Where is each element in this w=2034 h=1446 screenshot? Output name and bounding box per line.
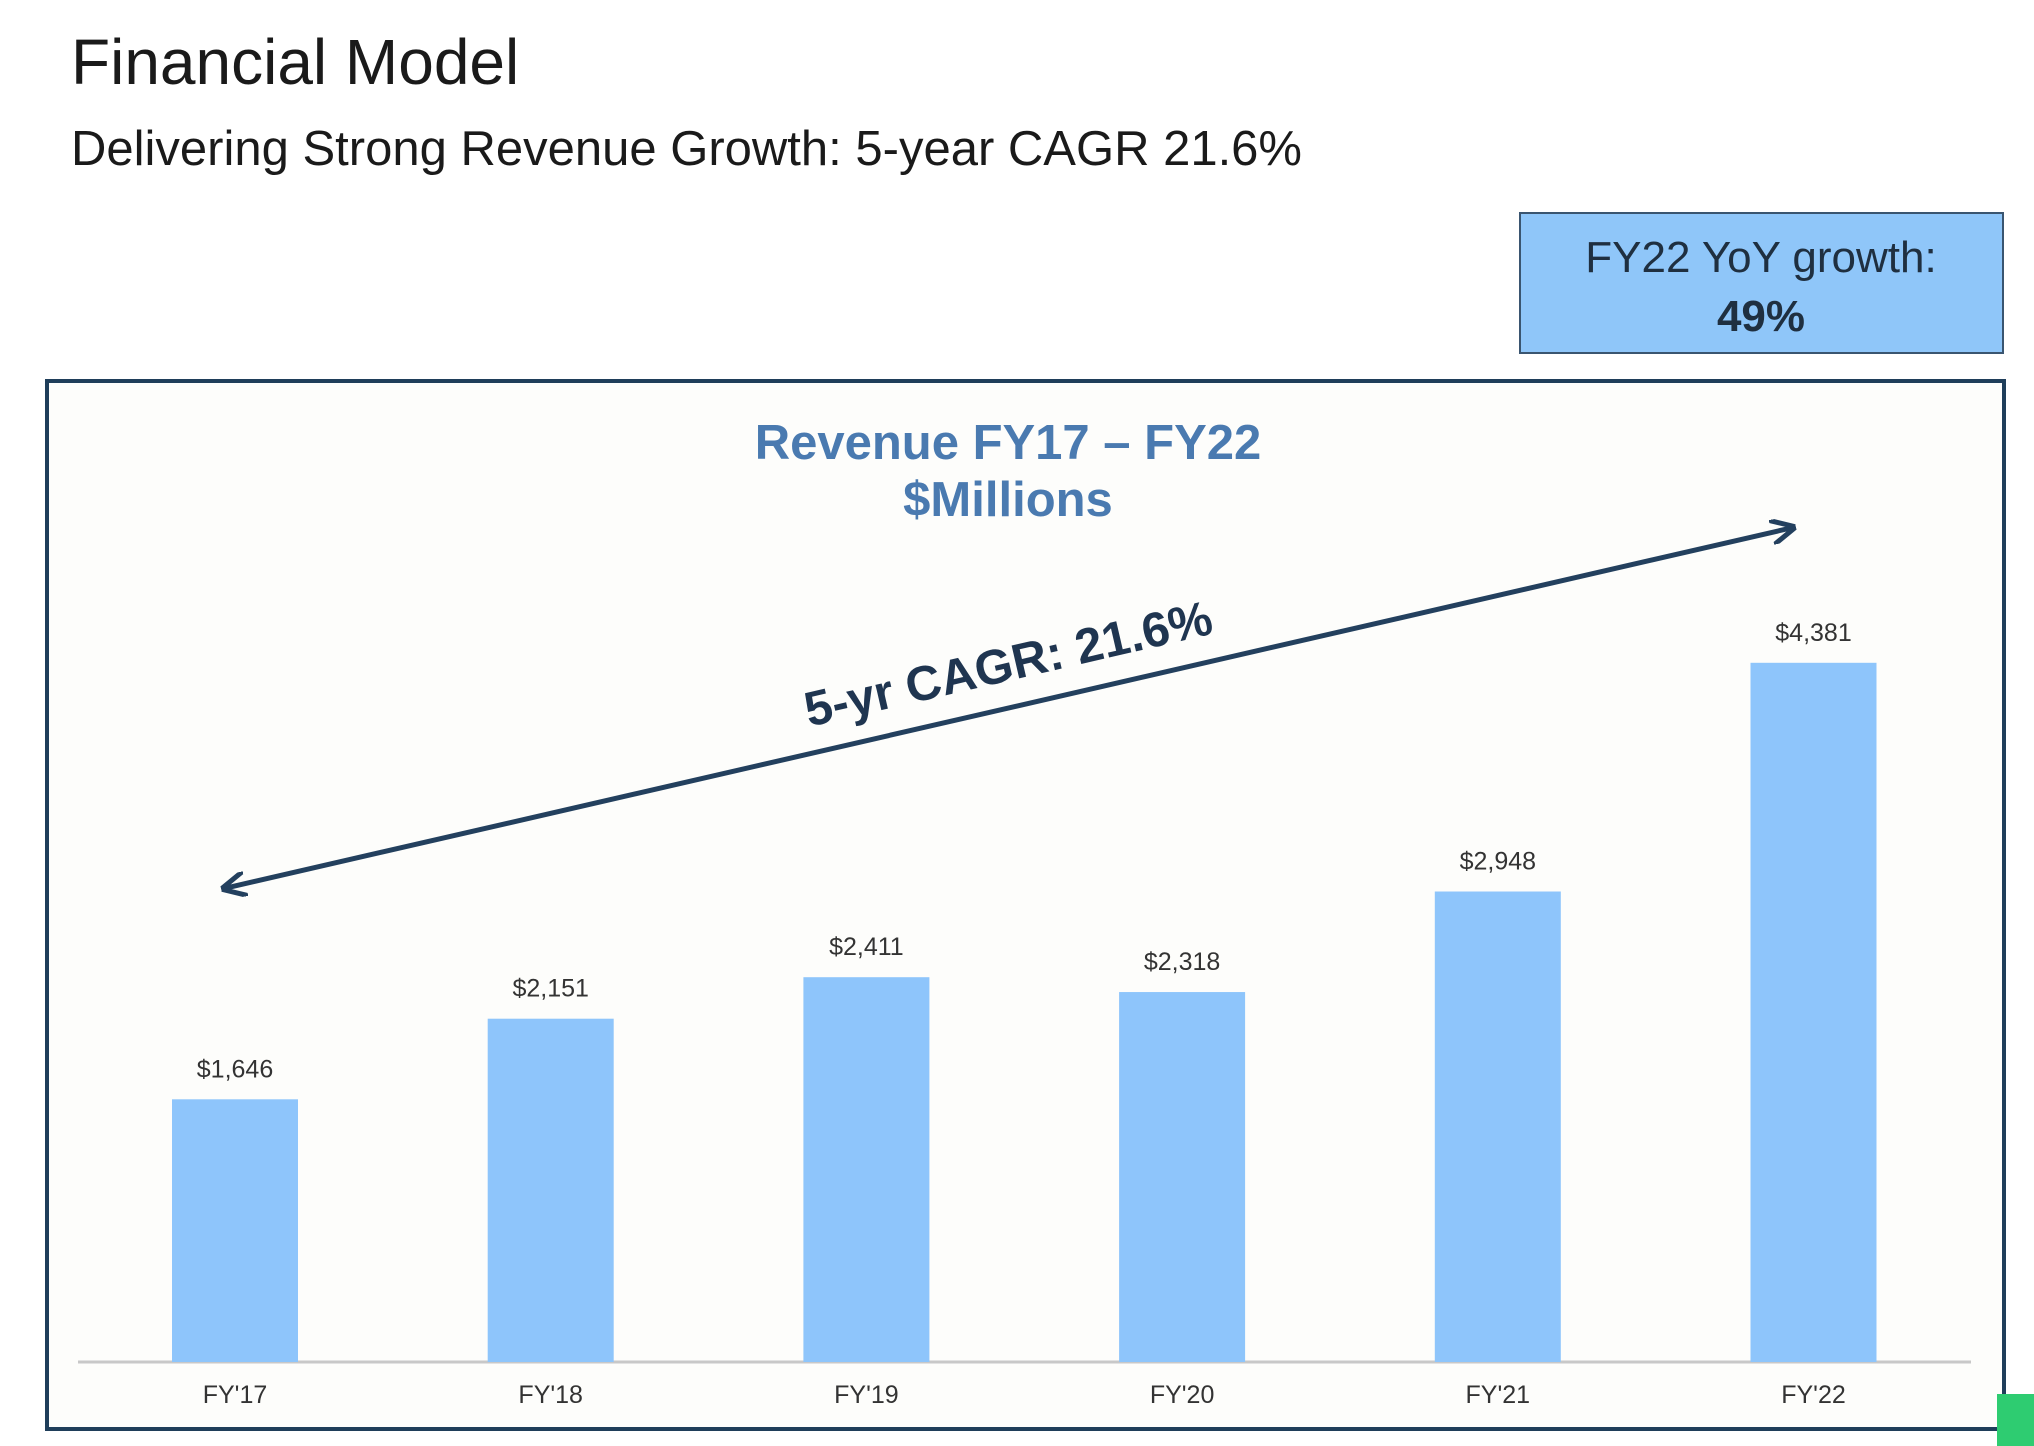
chart-title: Revenue FY17 – FY22 xyxy=(755,416,1262,470)
callout-box xyxy=(1519,212,2004,354)
value-label: $2,948 xyxy=(1460,847,1536,875)
value-label: $2,151 xyxy=(512,975,588,1003)
x-tick-label: FY'19 xyxy=(834,1381,899,1409)
callout-label: FY22 YoY growth: xyxy=(1585,233,1936,282)
cagr-arrow xyxy=(226,528,1791,888)
value-label: $2,411 xyxy=(829,933,904,961)
bar xyxy=(1119,992,1246,1362)
value-label: $4,381 xyxy=(1775,619,1851,647)
chart-subtitle: $Millions xyxy=(903,473,1113,527)
bar xyxy=(172,1099,298,1362)
value-label: $2,318 xyxy=(1144,948,1220,976)
x-tick-label: FY'17 xyxy=(203,1381,268,1409)
slide-subtitle: Delivering Strong Revenue Growth: 5-year… xyxy=(71,122,1302,176)
bar xyxy=(1434,891,1561,1362)
x-tick-label: FY'22 xyxy=(1781,1381,1846,1409)
corner-badge xyxy=(1997,1394,2034,1446)
plot: $1,646 FY'17 $2,151 FY'18 $2,411 FY'19 $2,318 F… xyxy=(172,619,1877,1409)
x-tick-label: FY'21 xyxy=(1466,1381,1531,1409)
bar xyxy=(803,977,930,1362)
x-tick-label: FY'20 xyxy=(1150,1381,1215,1409)
callout-value: 49% xyxy=(1717,292,1805,341)
chart-frame xyxy=(45,379,2006,1431)
value-label: $1,646 xyxy=(197,1055,273,1083)
x-tick-label: FY'18 xyxy=(518,1381,583,1409)
bar xyxy=(1750,662,1877,1362)
bar xyxy=(487,1018,614,1362)
slide-title: Financial Model xyxy=(71,26,519,98)
